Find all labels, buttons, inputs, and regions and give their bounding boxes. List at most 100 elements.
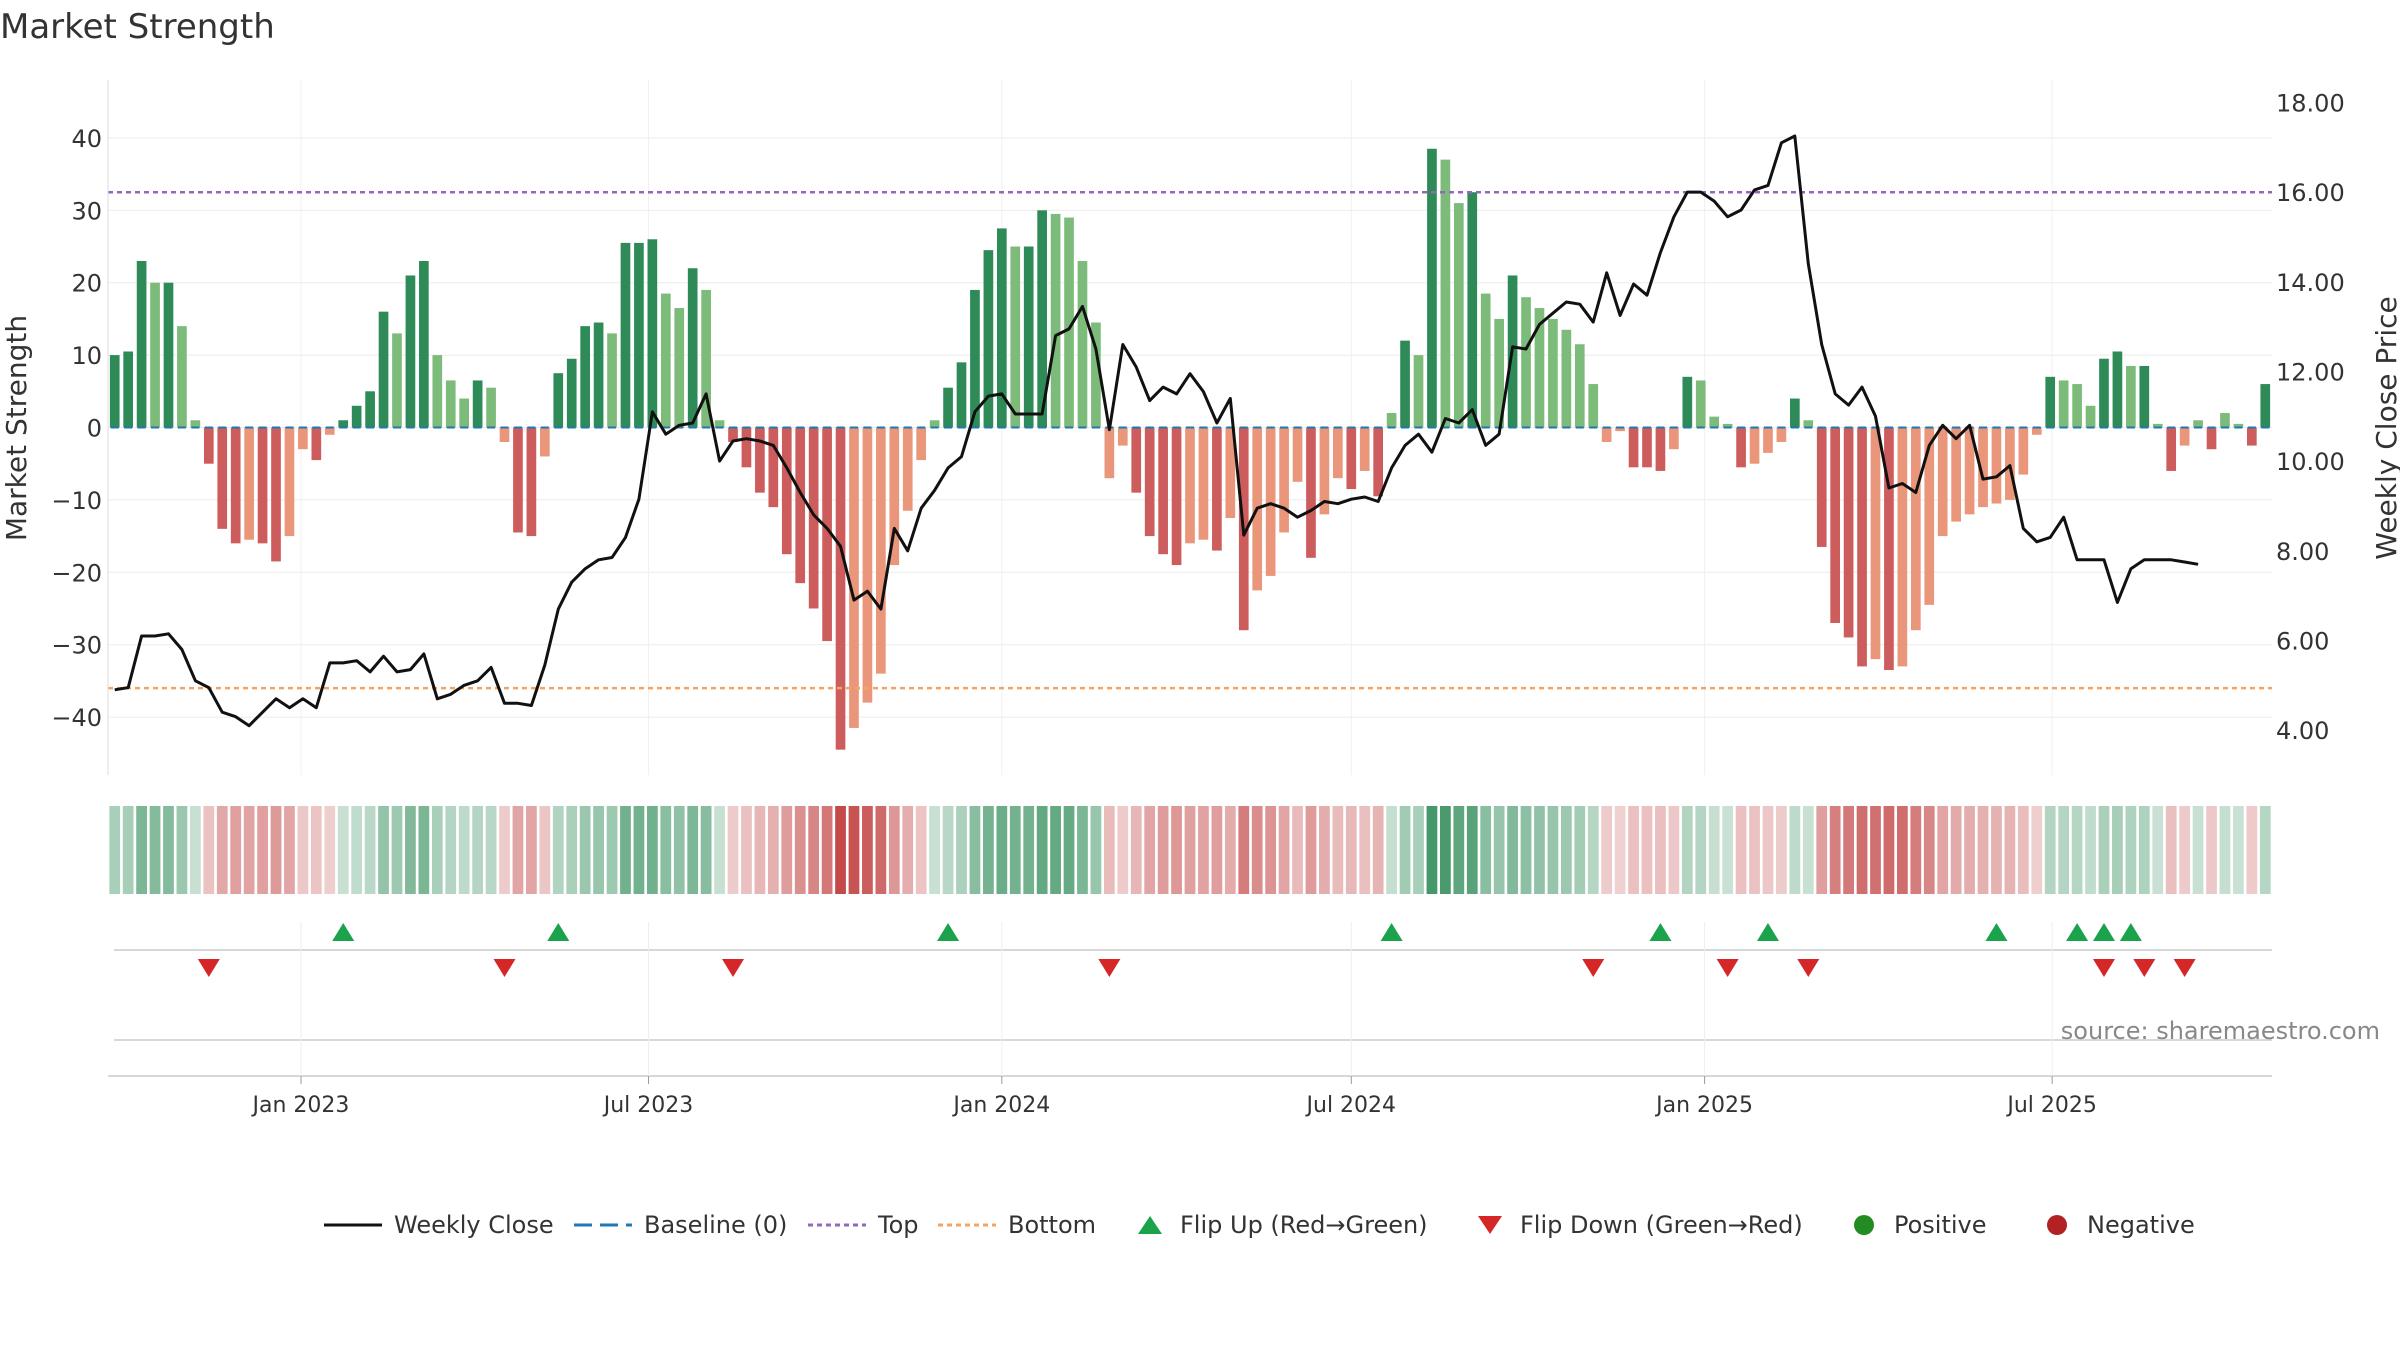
heat-cell-50 <box>781 806 793 894</box>
right-axis: 18.00 16.00 14.00 12.00 10.00 8.00 6.00 4.00 <box>2276 89 2345 745</box>
strength-bar-142 <box>2018 427 2029 475</box>
heat-cell-97 <box>1413 806 1424 894</box>
heat-cell-13 <box>284 806 295 894</box>
heat-cell-16 <box>324 806 336 894</box>
strength-bar-103 <box>1494 318 1504 428</box>
legend-symbol-5 <box>1478 1216 1502 1234</box>
heat-cell-26 <box>458 806 470 894</box>
strength-bar-102 <box>1480 293 1491 428</box>
left-tick-label-4: 0 <box>87 415 102 443</box>
strength-bar-96 <box>1400 340 1410 428</box>
heat-cell-75 <box>1117 806 1129 894</box>
strength-bar-3 <box>150 282 160 428</box>
heat-cell-142 <box>2017 806 2029 894</box>
heat-cell-19 <box>364 806 376 894</box>
heat-cell-155 <box>2192 806 2204 894</box>
heat-cell-67 <box>1009 806 1021 894</box>
heat-cell-140 <box>1991 806 2002 894</box>
heat-cell-112 <box>1614 806 1626 894</box>
heat-cell-31 <box>526 806 537 894</box>
strength-bar-134 <box>1910 427 1921 631</box>
legend-label-1: Baseline (0) <box>644 1211 787 1239</box>
strength-bar-40 <box>647 239 658 428</box>
flip-up-marker-3 <box>1380 923 1403 941</box>
heat-cell-24 <box>431 806 443 894</box>
heat-cell-160 <box>2259 806 2271 894</box>
strength-bar-108 <box>1561 329 1572 428</box>
heat-cell-92 <box>1345 806 1357 894</box>
weekly-close-line <box>114 134 2199 728</box>
strength-bar-46 <box>728 427 738 442</box>
strength-bar-72 <box>1077 260 1088 428</box>
heat-cell-125 <box>1789 806 1801 894</box>
heat-cell-0 <box>109 806 121 894</box>
heat-cell-119 <box>1708 806 1720 894</box>
heat-cell-70 <box>1050 806 1061 894</box>
strength-bar-74 <box>1104 427 1115 479</box>
heat-cell-77 <box>1144 806 1156 894</box>
flip-up-marker-5 <box>1756 923 1779 941</box>
flip-down-marker-1 <box>493 959 516 977</box>
strength-bar-115 <box>1655 427 1666 471</box>
x-tick-label-2: Jan 2024 <box>951 1093 1050 1118</box>
legend-label-4: Flip Up (Red→Green) <box>1180 1211 1428 1239</box>
heat-cell-103 <box>1493 806 1505 894</box>
flip-markers <box>114 923 2272 977</box>
heat-cell-54 <box>835 806 846 894</box>
strength-bar-62 <box>943 387 953 428</box>
strength-bar-100 <box>1453 203 1464 428</box>
heat-cell-134 <box>1910 806 1922 894</box>
flip-up-marker-7 <box>2066 923 2089 941</box>
strength-bar-109 <box>1574 344 1585 428</box>
strength-bar-75 <box>1117 427 1128 446</box>
strength-bar-60 <box>916 427 927 461</box>
strength-bar-47 <box>741 427 752 468</box>
flip-up-marker-8 <box>2092 923 2115 941</box>
strength-bar-135 <box>1924 427 1935 605</box>
strength-bar-140 <box>1991 427 2002 504</box>
strength-bar-64 <box>970 289 980 428</box>
strength-bar-21 <box>392 333 402 428</box>
strength-bar-17 <box>338 420 349 428</box>
strength-bar-141 <box>2005 427 2015 500</box>
right-tick-label-4: 10.00 <box>2276 448 2345 476</box>
heat-cell-57 <box>875 806 887 894</box>
strength-bar-92 <box>1346 427 1357 490</box>
heat-cell-9 <box>230 806 242 894</box>
strength-bar-87 <box>1279 427 1289 533</box>
strength-bar-33 <box>553 373 564 428</box>
strength-bar-90 <box>1319 427 1330 515</box>
strength-bar-59 <box>902 427 913 511</box>
flip-down-marker-7 <box>2092 959 2115 977</box>
right-tick-label-1: 16.00 <box>2276 179 2345 207</box>
heat-cell-33 <box>552 806 564 894</box>
left-tick-label-6: −20 <box>51 559 102 587</box>
strength-bar-123 <box>1763 427 1773 453</box>
strength-bar-55 <box>849 427 859 728</box>
legend-label-0: Weekly Close <box>394 1211 554 1239</box>
strength-bar-118 <box>1695 380 1706 428</box>
heat-cell-110 <box>1587 806 1599 894</box>
strength-bar-43 <box>687 268 698 428</box>
heat-cell-147 <box>2085 806 2096 894</box>
right-tick-label-5: 8.00 <box>2276 538 2329 566</box>
strength-bar-48 <box>755 427 765 493</box>
heat-cell-123 <box>1762 806 1774 894</box>
heat-cell-99 <box>1440 806 1451 894</box>
strength-bar-152 <box>2152 423 2163 428</box>
strength-bar-9 <box>230 427 241 544</box>
strength-bar-119 <box>1709 416 1720 428</box>
heat-cell-11 <box>257 806 268 894</box>
strength-bar-122 <box>1749 427 1760 464</box>
strength-bar-13 <box>284 427 295 537</box>
heat-cell-104 <box>1507 806 1518 894</box>
strength-bar-78 <box>1158 427 1168 555</box>
heat-cell-80 <box>1184 806 1196 894</box>
heat-cell-52 <box>808 806 820 894</box>
strength-bar-8 <box>217 427 228 529</box>
heat-cell-4 <box>163 806 174 894</box>
heat-cell-45 <box>714 806 725 894</box>
strength-bar-139 <box>1978 427 1988 508</box>
right-tick-label-6: 6.00 <box>2276 627 2329 655</box>
strength-bar-16 <box>324 427 335 435</box>
